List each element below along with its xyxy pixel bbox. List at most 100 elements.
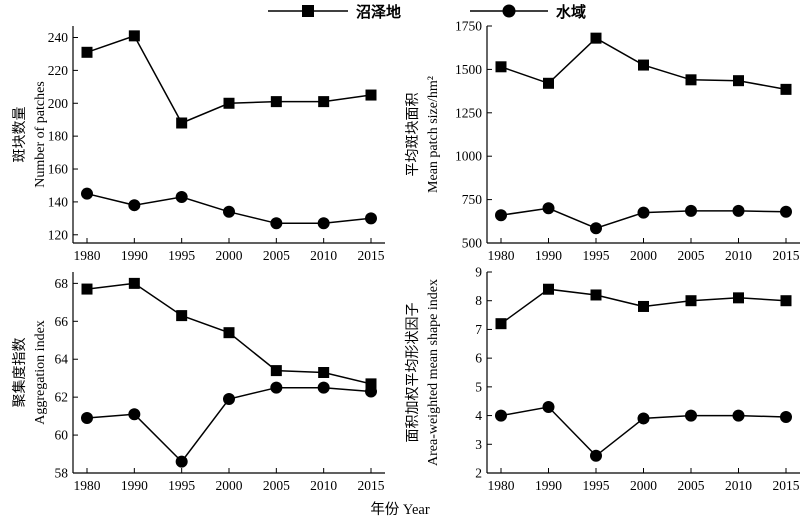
data-point-water	[317, 381, 330, 394]
y-tick-label: 64	[55, 352, 69, 367]
data-point-water	[175, 190, 188, 203]
data-point-water	[495, 209, 507, 222]
data-point-marsh	[495, 61, 507, 73]
x-tick-label: 1990	[535, 478, 562, 493]
y-tick-label: 62	[55, 390, 69, 405]
data-point-water	[495, 409, 507, 422]
y-axis-title-en: Mean patch size/hm²	[426, 76, 441, 193]
y-axis-title-cn: 聚集度指数	[11, 338, 28, 408]
y-tick-label: 66	[55, 314, 69, 329]
y-tick-label: 8	[475, 293, 482, 308]
data-point-marsh	[176, 117, 188, 129]
data-point-water	[637, 412, 650, 425]
x-tick-label: 2015	[358, 248, 385, 263]
data-point-marsh	[780, 295, 792, 307]
data-point-marsh	[128, 277, 140, 289]
x-tick-label: 1980	[488, 478, 515, 493]
data-point-marsh	[365, 378, 377, 390]
x-tick-label: 2005	[678, 248, 705, 263]
legend-marsh-label: 沼泽地	[356, 3, 401, 21]
y-tick-label: 68	[55, 276, 69, 291]
chart-panel-4: 2 3 4 5 6 7 8 9 1980 1990 1995 2000 2005 2010 2015 面积加权…	[405, 265, 800, 493]
y-tick-label: 220	[48, 63, 69, 78]
data-point-water	[542, 202, 555, 215]
x-tick-label: 2000	[630, 248, 657, 263]
y-tick-label: 140	[48, 194, 69, 209]
data-point-water	[128, 199, 141, 212]
data-point-marsh	[176, 310, 188, 322]
y-tick-label: 500	[462, 236, 483, 251]
y-tick-label: 1750	[455, 19, 482, 34]
y-tick-label: 4	[475, 408, 482, 423]
data-point-water	[270, 381, 283, 394]
y-tick-label: 2	[475, 466, 482, 481]
data-point-water	[81, 187, 93, 200]
x-tick-label: 1990	[121, 478, 148, 493]
data-point-water	[270, 217, 283, 230]
x-tick-label: 1980	[74, 478, 101, 493]
y-tick-label: 120	[48, 227, 69, 242]
y-axis-title-cn: 面积加权平均形状因子	[405, 303, 421, 443]
x-tick-label: 1980	[488, 248, 515, 263]
x-tick-label: 2015	[773, 478, 800, 493]
data-point-marsh	[270, 96, 282, 108]
data-point-water	[732, 409, 745, 422]
data-point-water	[223, 205, 235, 218]
x-tick-label: 1990	[535, 248, 562, 263]
data-point-water	[223, 393, 235, 406]
y-tick-label: 240	[48, 30, 69, 45]
y-tick-label: 6	[475, 351, 482, 366]
chart-panel-2: 500 750 1000 1250 1500 1750 1980 1990 1995 2000 20…	[405, 19, 800, 263]
y-axis-title-en: Aggregation index	[33, 320, 48, 425]
y-tick-label: 7	[475, 322, 482, 337]
data-point-marsh	[733, 75, 744, 87]
x-tick-label: 1995	[583, 478, 610, 493]
y-tick-label: 200	[48, 96, 69, 111]
data-point-water	[590, 222, 602, 235]
data-point-marsh	[318, 367, 330, 378]
y-tick-label: 5	[475, 379, 482, 394]
y-tick-label: 1500	[455, 62, 482, 77]
y-tick-label: 180	[48, 129, 69, 144]
data-point-marsh	[81, 283, 93, 295]
x-tick-label: 1990	[121, 248, 148, 263]
chart-panel-3: 58 60 62 64 66 68 1980 1990 1995 2000 2005 2010 2015…	[11, 272, 385, 493]
data-point-marsh	[223, 327, 235, 339]
x-tick-label: 2010	[725, 478, 752, 493]
data-point-water	[780, 411, 792, 424]
x-tick-label: 2015	[773, 248, 800, 263]
y-tick-label: 1250	[455, 105, 482, 120]
data-point-water	[685, 204, 697, 217]
data-point-water	[780, 205, 792, 218]
series-line-marsh	[86, 34, 372, 124]
x-tick-label: 2010	[310, 248, 337, 263]
data-point-marsh	[638, 300, 649, 312]
data-point-marsh	[128, 30, 140, 42]
data-point-marsh	[543, 77, 554, 89]
x-axis-title: 年份 Year	[370, 501, 430, 518]
legend-water-circle-marker	[502, 4, 516, 18]
y-tick-label: 58	[55, 466, 69, 481]
data-point-water	[175, 455, 188, 468]
data-point-water	[128, 408, 141, 421]
data-point-water	[685, 409, 697, 422]
data-point-water	[81, 412, 93, 425]
data-point-marsh	[685, 74, 697, 86]
x-tick-label: 1995	[168, 478, 195, 493]
data-point-marsh	[780, 83, 792, 95]
data-point-marsh	[318, 96, 330, 108]
data-point-marsh	[638, 59, 649, 71]
y-axis-title-en: Area-weighted mean shape index	[426, 279, 441, 466]
chart-panel-1: 120 140 160 180 200 220 240 1980 1990 1995 2000 200…	[12, 26, 385, 263]
data-point-water	[732, 204, 745, 217]
y-axis-title-cn: 斑块数量	[12, 107, 28, 163]
x-tick-label: 1995	[168, 248, 195, 263]
y-tick-label: 750	[462, 192, 483, 207]
y-tick-label: 160	[48, 162, 69, 177]
data-point-marsh	[495, 318, 507, 330]
y-axis-title-cn: 平均斑块面积	[405, 93, 421, 177]
data-point-water	[542, 400, 555, 413]
data-point-marsh	[685, 295, 697, 307]
data-point-marsh	[733, 292, 744, 304]
data-point-marsh	[365, 89, 377, 101]
